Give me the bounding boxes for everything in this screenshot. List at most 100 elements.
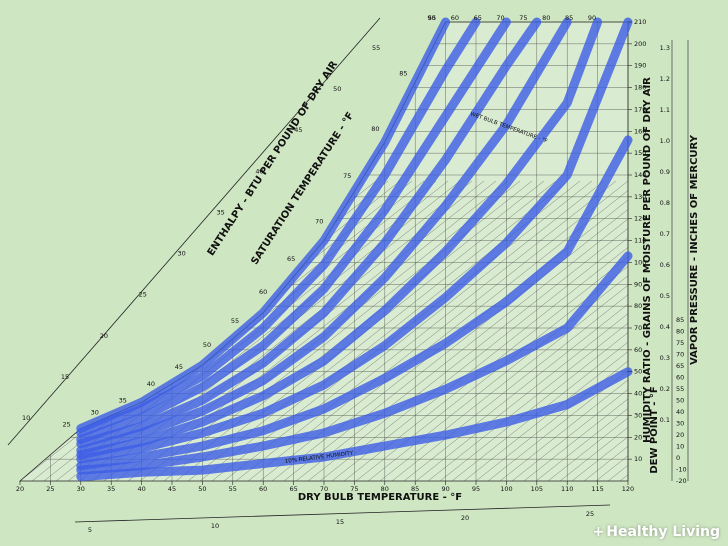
saturation-tick-label: 85	[399, 69, 407, 77]
enthalpy-scale-line	[7, 17, 381, 446]
grid-line-diagonal	[247, 180, 628, 481]
x-tick-label: 80	[381, 485, 389, 493]
y-tick-label: 20	[634, 433, 642, 441]
rh-curve-4	[76, 17, 542, 449]
saturation-tick-label: 50	[203, 341, 211, 349]
rh-curve-1	[76, 17, 451, 433]
brand-name: Healthy Living	[606, 524, 720, 540]
grid-line-diagonal	[343, 180, 628, 481]
vapor-pressure-tick-label: 0.6	[660, 261, 670, 269]
y-tick-label: 10	[634, 455, 642, 463]
vapor-pressure-tick-label: 1.1	[660, 106, 670, 114]
vapor-pressure-tick-label: 0.9	[660, 168, 670, 176]
vapor-pressure-tick-label: 0.5	[660, 292, 670, 300]
y-tick-label: 90	[634, 280, 642, 288]
vapor-pressure-tick-label: 1.0	[660, 137, 670, 145]
x-tick-label: 120	[622, 485, 634, 493]
x-tick-label: 90	[441, 485, 449, 493]
saturation-tick-label: 40	[147, 380, 155, 388]
top-tick-label: 85	[565, 14, 573, 22]
bottom-scale-line	[74, 504, 611, 523]
saturation-tick-label: 45	[175, 363, 183, 371]
dew-point-tick-label: 65	[676, 362, 684, 370]
rh-curve-8	[76, 135, 633, 471]
grid-line-diagonal	[511, 180, 628, 481]
y-tick-label: 50	[634, 368, 642, 376]
grid-line-diagonal	[307, 180, 628, 481]
y-tick-label: 130	[634, 193, 646, 201]
curve-layer	[76, 17, 633, 482]
y-tick-label: 70	[634, 324, 642, 332]
rh-curve-2	[76, 17, 481, 438]
rh-curve-10	[76, 367, 633, 482]
enthalpy-tick-label: 55	[372, 44, 380, 52]
enthalpy-tick-label: 20	[100, 332, 108, 340]
y-axis-title: HUMIDITY RATIO - GRAINS OF MOISTURE PER …	[642, 77, 653, 443]
dew-point-title: DEW POINT - °F	[649, 386, 660, 473]
grid-line-diagonal	[499, 180, 628, 481]
saturation-tick-label: 90	[427, 14, 435, 22]
y-tick-label: 200	[634, 40, 646, 48]
grid-line-diagonal	[331, 180, 628, 481]
dew-point-tick-label: 10	[676, 443, 684, 451]
top-tick-label: 60	[451, 14, 459, 22]
dew-point-tick-label: -20	[676, 477, 687, 485]
vapor-pressure-tick-label: 0.1	[660, 416, 670, 424]
saturation-tick-label: 75	[343, 172, 351, 180]
top-tick-label: 90	[588, 14, 596, 22]
y-tick-label: 60	[634, 346, 642, 354]
bottom-scale-tick-label: 5	[88, 526, 92, 534]
x-tick-label: 40	[137, 485, 145, 493]
y-tick-label: 140	[634, 171, 646, 179]
dew-point-tick-label: -10	[676, 466, 687, 474]
enthalpy-tick-label: 45	[294, 126, 302, 134]
grid-line-diagonal	[463, 180, 628, 481]
saturation-tick-label: 25	[63, 421, 71, 429]
y-tick-label: 110	[634, 237, 646, 245]
dew-point-tick-label: 60	[676, 374, 684, 382]
y-tick-label: 40	[634, 390, 642, 398]
grid-line-diagonal	[523, 180, 628, 481]
dew-point-tick-label: 80	[676, 328, 684, 336]
enthalpy-tick-label: 25	[139, 291, 147, 299]
x-axis-title: DRY BULB TEMPERATURE - °F	[298, 492, 462, 503]
y-tick-label: 80	[634, 302, 642, 310]
saturation-tick-label: 60	[259, 288, 267, 296]
dew-point-tick-label: 70	[676, 351, 684, 359]
enthalpy-tick-label: 10	[22, 414, 30, 422]
bottom-scale-tick-label: 10	[211, 522, 219, 530]
y-tick-label: 180	[634, 84, 646, 92]
vapor-pressure-tick-label: 0.4	[660, 323, 670, 331]
grid-line-diagonal	[355, 180, 628, 481]
enthalpy-tick-label: 35	[216, 208, 224, 216]
vapor-pressure-title: VAPOR PRESSURE - INCHES OF MERCURY	[689, 134, 700, 365]
bottom-scale-tick-label: 20	[461, 514, 469, 522]
rh-curve-6	[76, 17, 603, 460]
x-tick-label: 115	[591, 485, 603, 493]
x-tick-label: 55	[229, 485, 237, 493]
saturation-tick-label: 30	[91, 408, 99, 416]
x-tick-label: 45	[168, 485, 176, 493]
vapor-pressure-tick-label: 1.3	[660, 44, 670, 52]
rh-curve-9	[76, 251, 633, 475]
saturation-tick-label: 35	[119, 396, 127, 404]
top-tick-label: 70	[496, 14, 504, 22]
brand-plus-icon: +	[592, 524, 605, 540]
grid-line-diagonal	[283, 180, 628, 481]
x-tick-label: 30	[77, 485, 85, 493]
y-tick-label: 210	[634, 18, 646, 26]
y-tick-label: 170	[634, 105, 646, 113]
dew-point-tick-label: 30	[676, 420, 684, 428]
top-tick-label: 75	[519, 14, 527, 22]
x-tick-label: 100	[500, 485, 512, 493]
top-tick-label: 80	[542, 14, 550, 22]
bottom-scale-tick-label: 15	[336, 518, 344, 526]
x-tick-label: 25	[46, 485, 54, 493]
bottom-scale-tick-label: 25	[586, 510, 594, 518]
dew-point-tick-label: 50	[676, 397, 684, 405]
vapor-pressure-tick-label: 0.7	[660, 230, 670, 238]
grid-line-diagonal	[451, 180, 628, 481]
vapor-pressure-tick-label: 1.2	[660, 75, 670, 83]
saturation-tick-label: 65	[287, 255, 295, 263]
